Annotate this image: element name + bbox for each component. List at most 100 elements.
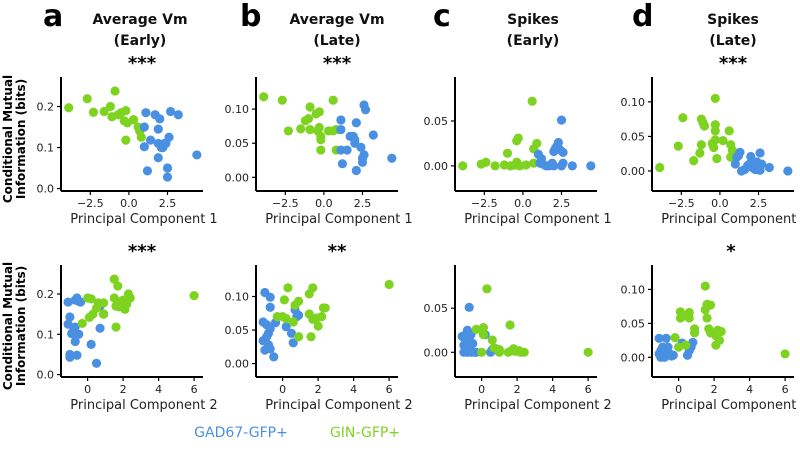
x-axis-label: Principal Component 2 bbox=[265, 398, 412, 413]
significance-marker: *** bbox=[128, 53, 157, 74]
panel-title: Spikes bbox=[707, 12, 759, 28]
data-point bbox=[502, 148, 513, 158]
y-tick-label: 0.10 bbox=[621, 283, 646, 296]
data-point bbox=[710, 93, 720, 104]
x-tick-label: 0.0 bbox=[711, 197, 729, 210]
data-point bbox=[556, 161, 567, 171]
x-tick-label: 2.5 bbox=[750, 197, 768, 210]
data-point bbox=[535, 158, 545, 168]
data-point bbox=[139, 142, 149, 152]
data-point bbox=[360, 105, 371, 115]
data-point bbox=[705, 300, 716, 310]
data-point bbox=[121, 106, 131, 116]
data-point bbox=[519, 347, 529, 357]
data-point bbox=[259, 92, 269, 102]
y-tick-label: 0.05 bbox=[424, 115, 449, 128]
data-point bbox=[521, 160, 531, 170]
x-tick-label: −2.5 bbox=[77, 197, 104, 210]
data-point bbox=[677, 311, 687, 322]
data-point bbox=[165, 106, 176, 117]
data-point bbox=[750, 164, 761, 175]
data-point bbox=[780, 349, 790, 359]
data-point bbox=[756, 159, 767, 169]
x-tick-label: 2 bbox=[315, 383, 322, 396]
x-axis-label: Principal Component 1 bbox=[70, 212, 217, 227]
panel-title: Spikes bbox=[507, 12, 559, 28]
data-point bbox=[681, 340, 691, 350]
data-point bbox=[63, 297, 73, 307]
x-tick-label: 2.5 bbox=[553, 197, 571, 210]
data-point bbox=[368, 130, 378, 140]
data-point bbox=[387, 153, 397, 163]
data-point bbox=[783, 166, 793, 176]
panel-letter: a bbox=[43, 0, 63, 34]
y-tick-label: 0.00 bbox=[424, 346, 449, 359]
data-point bbox=[477, 347, 487, 357]
panel-a: a Average Vm (Early) *** −2.5 0.0 2.5 0.0 0.1 0.2… bbox=[37, 0, 218, 227]
x-tick-label: 0 bbox=[84, 383, 91, 396]
data-point bbox=[294, 332, 304, 342]
data-point bbox=[735, 147, 745, 157]
data-point bbox=[478, 323, 488, 333]
data-point bbox=[286, 328, 297, 339]
y-tick-label: 0.1 bbox=[37, 142, 55, 155]
data-point bbox=[72, 350, 82, 360]
data-point bbox=[337, 159, 348, 169]
data-point bbox=[281, 314, 291, 324]
data-point bbox=[269, 352, 279, 362]
panel-letter: b bbox=[240, 0, 261, 34]
data-point bbox=[95, 323, 105, 333]
data-point bbox=[700, 281, 710, 291]
data-point bbox=[74, 329, 84, 339]
x-tick-label: 0.0 bbox=[315, 197, 333, 210]
data-point bbox=[328, 95, 338, 105]
data-point bbox=[265, 344, 275, 354]
data-point bbox=[695, 148, 705, 158]
x-tick-label: 0 bbox=[478, 383, 485, 396]
data-point bbox=[471, 324, 481, 334]
data-point bbox=[65, 349, 75, 360]
x-tick-label: 4 bbox=[350, 383, 357, 396]
data-point bbox=[696, 140, 706, 150]
data-point bbox=[764, 162, 774, 173]
data-point bbox=[558, 147, 568, 158]
data-point bbox=[153, 153, 163, 163]
x-tick-label: 6 bbox=[782, 383, 789, 396]
significance-marker: * bbox=[726, 241, 736, 262]
data-point bbox=[487, 335, 497, 345]
x-tick-label: −2.5 bbox=[471, 197, 498, 210]
data-point bbox=[70, 336, 80, 347]
data-point bbox=[173, 110, 183, 120]
x-tick-label: 0 bbox=[675, 383, 682, 396]
data-point bbox=[65, 312, 75, 322]
y-tick-label: 0.10 bbox=[621, 96, 646, 109]
panel-letter: d bbox=[632, 0, 653, 34]
data-point bbox=[288, 317, 298, 327]
data-point bbox=[689, 156, 699, 166]
data-point bbox=[468, 338, 478, 349]
data-point bbox=[70, 322, 80, 332]
x-axis-label: Principal Component 1 bbox=[661, 212, 800, 227]
data-point bbox=[139, 122, 149, 132]
x-tick-label: 2 bbox=[514, 383, 521, 396]
y-tick-label: 0.05 bbox=[621, 130, 646, 143]
data-point bbox=[316, 135, 326, 145]
data-point bbox=[265, 302, 275, 312]
data-point bbox=[351, 118, 361, 128]
data-point bbox=[673, 141, 683, 151]
data-point bbox=[162, 172, 173, 182]
y-tick-label: 0.10 bbox=[225, 291, 250, 304]
data-point bbox=[567, 161, 577, 171]
data-point bbox=[709, 142, 719, 153]
x-axis-label: Principal Component 2 bbox=[661, 398, 800, 413]
data-point bbox=[674, 342, 684, 352]
x-axis-label: Principal Component 2 bbox=[70, 398, 217, 413]
panel-b-bottom: ** 0 2 4 6 0.00 0.05 0.10 Principal Component 2 bbox=[225, 241, 413, 413]
data-point bbox=[482, 284, 492, 294]
data-point bbox=[661, 333, 671, 343]
data-point bbox=[305, 124, 315, 135]
data-point bbox=[458, 161, 468, 171]
panel-title: Average Vm bbox=[92, 12, 187, 28]
y-tick-label: 0.05 bbox=[424, 302, 449, 315]
